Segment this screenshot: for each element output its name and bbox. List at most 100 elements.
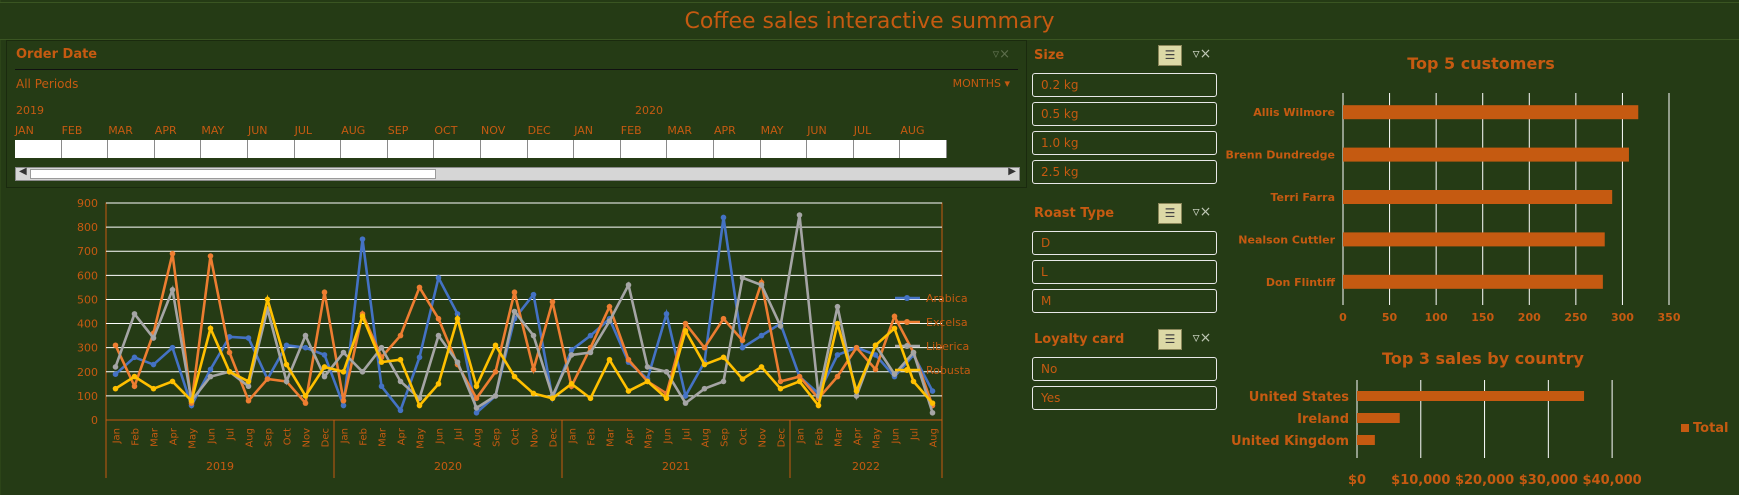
slicer-item[interactable]: D	[1032, 231, 1217, 255]
legend-label: Excelsa	[926, 316, 968, 329]
timeline-month-cell[interactable]	[201, 140, 248, 158]
data-point	[112, 385, 119, 392]
timeline-month-label: JAN	[574, 124, 593, 137]
data-point	[473, 395, 480, 402]
data-point	[891, 313, 898, 320]
timeline-month-cell[interactable]	[807, 140, 854, 158]
timeline-month-cell[interactable]	[248, 140, 295, 158]
timeline-month-cell[interactable]	[667, 140, 714, 158]
timeline-month-cell[interactable]	[341, 140, 388, 158]
data-point	[169, 344, 176, 351]
slicer-item[interactable]: Yes	[1032, 386, 1217, 410]
multi-select-icon[interactable]: ☰	[1158, 203, 1182, 224]
data-point	[397, 332, 404, 339]
slicer-item[interactable]: 2.5 kg	[1032, 160, 1217, 184]
slicer-item[interactable]: 1.0 kg	[1032, 131, 1217, 155]
timeline-month-cell[interactable]	[154, 140, 202, 158]
data-point	[606, 356, 613, 363]
timeline-month-cell[interactable]	[294, 140, 342, 158]
x-tick-label: Feb	[131, 428, 142, 446]
data-point	[568, 352, 575, 358]
x-tick-label: $20,000	[1455, 473, 1514, 488]
slicer-item[interactable]: 0.2 kg	[1032, 73, 1217, 97]
timeline-month-cell[interactable]	[900, 140, 947, 158]
data-point	[511, 289, 518, 296]
timeline-month-cell[interactable]	[714, 140, 761, 158]
timeline-level-dropdown[interactable]: MONTHS ▾	[953, 77, 1010, 90]
x-tick-label: Oct	[283, 428, 294, 445]
data-point	[454, 311, 461, 317]
data-point	[416, 402, 423, 409]
slicer-item[interactable]: 0.5 kg	[1032, 102, 1217, 126]
top-countries-chart: Top 3 sales by country $0 $10,000 $20,000 $3…	[1231, 349, 1729, 488]
data-point	[815, 402, 822, 409]
timeline-scrollbar[interactable]: ◀ ▶	[15, 166, 1020, 181]
clear-filter-icon[interactable]: ▿×	[992, 47, 1010, 62]
bar	[1357, 391, 1585, 401]
chart-title: Top 5 customers	[1407, 54, 1554, 73]
legend-marker	[904, 319, 910, 325]
x-tick-label: Mar	[150, 427, 161, 447]
scrollbar-thumb[interactable]	[30, 169, 436, 179]
data-point	[169, 250, 176, 257]
order-date-timeline[interactable]: Order Date ▿× All Periods MONTHS ▾ 2019 …	[6, 40, 1027, 188]
scroll-left-icon[interactable]: ◀	[19, 166, 27, 177]
timeline-month-cell[interactable]	[108, 140, 155, 158]
slicer-item[interactable]: L	[1032, 260, 1217, 284]
timeline-month-cell[interactable]	[481, 140, 528, 158]
data-point	[720, 378, 727, 385]
data-point	[226, 349, 233, 356]
data-point	[302, 393, 309, 399]
timeline-month-cell[interactable]	[61, 140, 109, 158]
data-point	[340, 368, 347, 375]
data-point	[378, 344, 385, 351]
data-point	[777, 385, 784, 392]
data-point	[150, 385, 157, 392]
timeline-month-cell[interactable]	[15, 140, 62, 158]
timeline-month-cell[interactable]	[853, 140, 901, 158]
timeline-month-label: AUG	[341, 124, 366, 137]
clear-filter-icon[interactable]: ▿×	[1192, 46, 1212, 62]
data-point	[606, 318, 613, 324]
x-tick-label: Apr	[397, 427, 408, 445]
x-tick-label: Jan	[796, 428, 807, 444]
timeline-month-cell[interactable]	[527, 140, 575, 158]
data-point	[758, 332, 765, 339]
scroll-right-icon[interactable]: ▶	[1008, 166, 1016, 177]
multi-select-icon[interactable]: ☰	[1158, 45, 1182, 66]
legend-label: Robusta	[926, 364, 971, 377]
legend-swatch	[1681, 424, 1689, 432]
timeline-month-label: JUL	[294, 124, 313, 137]
x-tick-label: Jul	[226, 428, 237, 441]
y-tick-label: 400	[77, 318, 98, 331]
clear-filter-icon[interactable]: ▿×	[1192, 330, 1212, 346]
data-point	[454, 315, 461, 322]
timeline-month-cell[interactable]	[760, 140, 808, 158]
data-point	[416, 284, 423, 291]
year-label: 2022	[852, 460, 880, 473]
data-point	[454, 359, 461, 365]
multi-select-icon[interactable]: ☰	[1158, 329, 1182, 350]
timeline-month-cell[interactable]	[574, 140, 621, 158]
category-label: Brenn Dundredge	[1225, 149, 1335, 162]
x-tick-label: Feb	[587, 428, 598, 446]
x-tick-label: $10,000	[1391, 473, 1450, 488]
data-point	[131, 311, 138, 317]
data-point	[131, 383, 138, 390]
data-point	[302, 400, 309, 406]
slicer-item[interactable]: No	[1032, 357, 1217, 381]
data-point	[568, 347, 575, 353]
clear-filter-icon[interactable]: ▿×	[1192, 204, 1212, 220]
data-point	[739, 337, 746, 344]
sales-line-chart: 0 100 200 300 400 500 600 700 800 900 Jan Feb Mar Apr…	[77, 197, 971, 478]
data-point	[834, 303, 841, 310]
slicer-item[interactable]: M	[1032, 289, 1217, 313]
timeline-cells[interactable]	[15, 140, 1020, 158]
timeline-month-cell[interactable]	[620, 140, 668, 158]
data-point	[321, 364, 328, 370]
timeline-month-cell[interactable]	[387, 140, 435, 158]
data-point	[796, 378, 803, 385]
timeline-month-label: AUG	[900, 124, 925, 137]
timeline-month-cell[interactable]	[434, 140, 481, 158]
data-point	[739, 274, 746, 281]
